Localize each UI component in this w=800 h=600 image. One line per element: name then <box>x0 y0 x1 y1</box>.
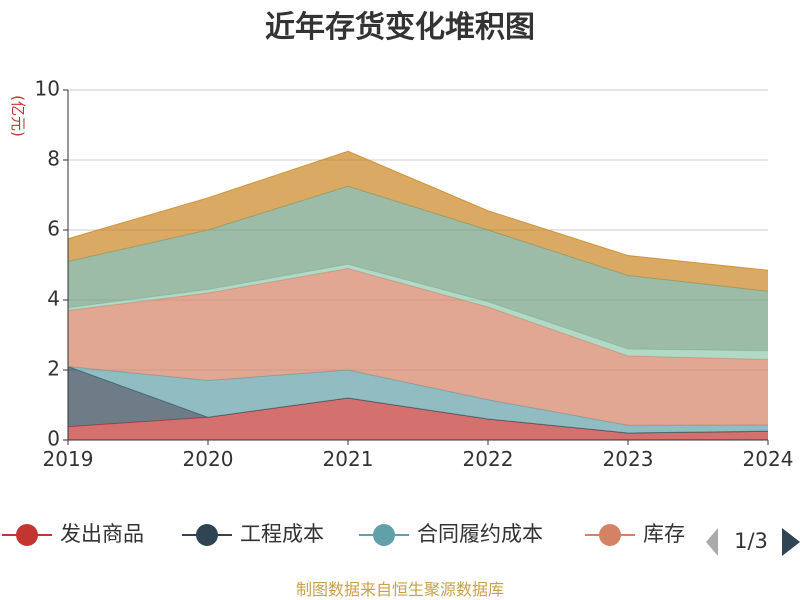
legend: 发出商品 工程成本 合同履约成本 库存 <box>2 522 685 546</box>
y-tick-label: 0 <box>47 427 60 451</box>
chart-title: 近年存货变化堆积图 <box>265 10 535 45</box>
legend-item-工程成本[interactable]: 工程成本 <box>182 522 324 546</box>
legend-pager: 1/3 <box>706 528 800 556</box>
legend-next-arrow-icon[interactable] <box>782 528 800 556</box>
y-tick-labels: 0 2 4 6 8 10 <box>35 77 68 451</box>
x-tick-label: 2019 <box>43 447 94 471</box>
y-tick-label: 10 <box>35 77 60 101</box>
legend-marker-icon <box>196 524 218 546</box>
area-库存 <box>68 268 768 426</box>
legend-item-合同履约成本[interactable]: 合同履约成本 <box>359 522 543 546</box>
x-tick-label: 2023 <box>603 447 654 471</box>
y-tick-label: 4 <box>47 287 60 311</box>
legend-page-indicator: 1/3 <box>734 529 768 553</box>
legend-marker-icon <box>16 524 38 546</box>
area-series <box>67 150 769 440</box>
legend-marker-icon <box>373 524 395 546</box>
line-库存商品 <box>67 150 769 271</box>
x-tick-labels: 2019 2020 2021 2022 2023 2024 <box>43 440 794 471</box>
legend-label: 发出商品 <box>60 522 144 546</box>
data-source-note: 制图数据来自恒生聚源数据库 <box>296 580 504 599</box>
area-在产品 <box>68 186 768 351</box>
y-axis-unit: (亿元) <box>9 95 27 137</box>
legend-prev-arrow-icon[interactable] <box>706 528 718 556</box>
area-合同履约成本 <box>68 366 768 433</box>
y-tick-label: 6 <box>47 217 60 241</box>
legend-label: 合同履约成本 <box>417 522 543 546</box>
x-tick-label: 2024 <box>743 447 794 471</box>
legend-label: 库存 <box>643 522 685 546</box>
x-tick-label: 2022 <box>463 447 514 471</box>
y-tick-label: 2 <box>47 357 60 381</box>
legend-item-发出商品[interactable]: 发出商品 <box>2 522 144 546</box>
y-tick-label: 8 <box>47 147 60 171</box>
x-tick-label: 2021 <box>323 447 374 471</box>
x-tick-label: 2020 <box>183 447 234 471</box>
legend-marker-icon <box>599 524 621 546</box>
legend-label: 工程成本 <box>240 522 324 546</box>
axes <box>67 90 768 441</box>
legend-item-库存[interactable]: 库存 <box>585 522 685 546</box>
